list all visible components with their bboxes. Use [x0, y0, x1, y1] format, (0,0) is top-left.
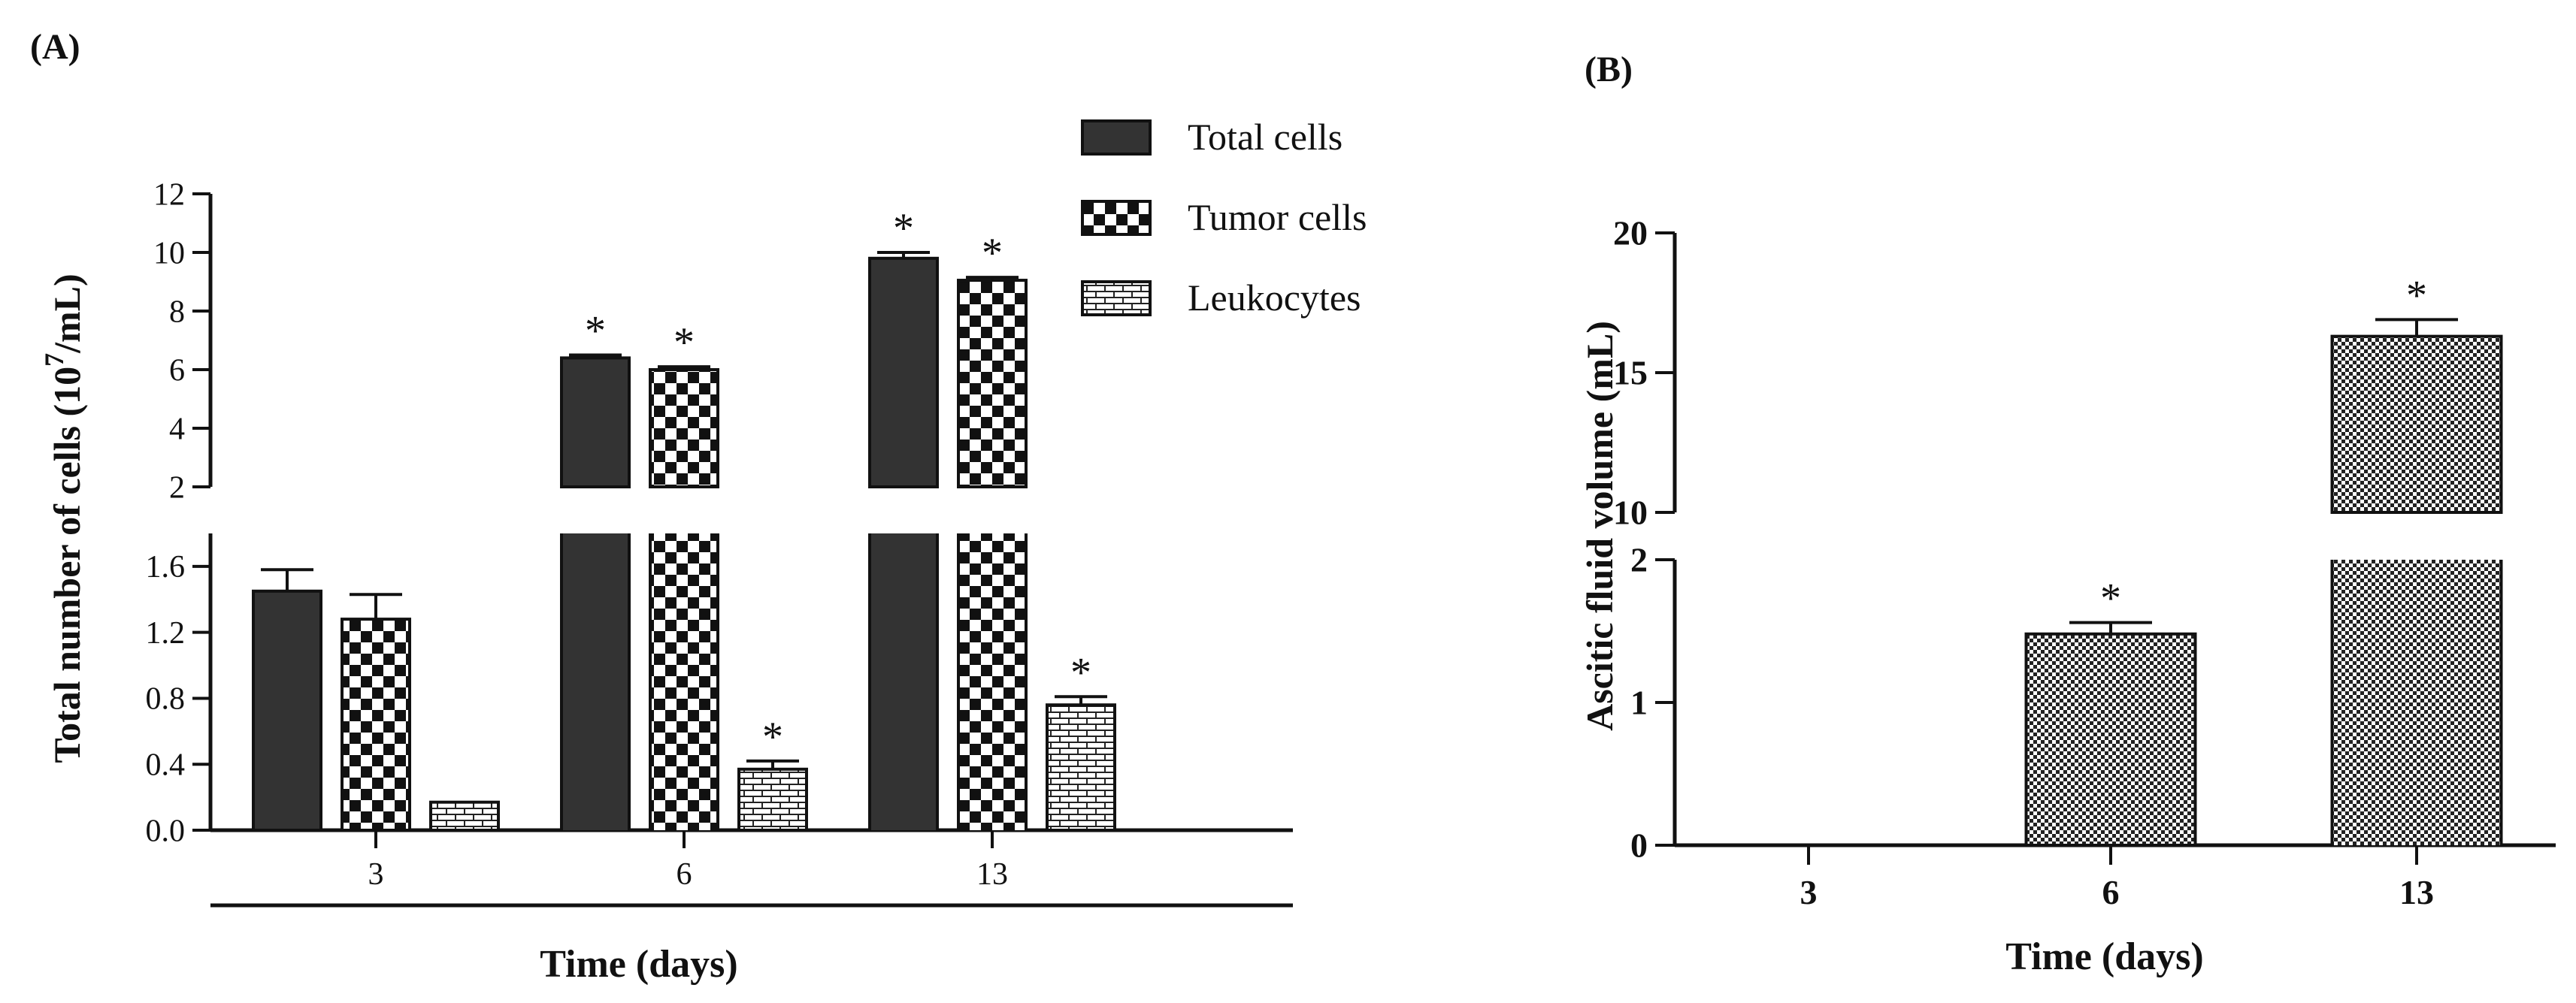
panel-b-y-axis-label: Ascitic fluid volume (mL): [1579, 321, 1621, 731]
legend-swatch: [1081, 200, 1152, 236]
bar: [958, 533, 1026, 830]
panel-a-x-tick-label: 6: [677, 857, 692, 892]
panel-b-y-tick-label: 15: [1613, 354, 1648, 392]
bar: [2332, 560, 2502, 845]
panel-a-y-tick-label: 1.6: [146, 550, 186, 585]
panel-a-y-tick-label: 6: [169, 353, 185, 388]
bar-upper: [868, 256, 939, 488]
panel-a-y-axis-label-main: Total number of cells (10: [46, 367, 88, 763]
legend-swatch: [1081, 280, 1152, 316]
significance-marker: *: [585, 308, 606, 355]
panel-b-y-tick-label: 10: [1613, 494, 1648, 532]
bar-upper: [560, 356, 631, 488]
bar: [341, 618, 411, 832]
significance-marker: *: [1070, 649, 1091, 696]
panel-b-x-tick-label: 6: [2102, 873, 2120, 911]
significance-marker: *: [982, 230, 1003, 276]
panel-a-y-tick-label: 4: [169, 412, 185, 446]
legend-entry: Total cells: [1188, 116, 1342, 158]
panel-b-x-tick-label: 3: [1800, 873, 1818, 911]
bar: [429, 800, 500, 832]
panel-a-y-axis-label-unit: /mL): [46, 273, 88, 354]
panel-a-x-axis-label: Time (days): [540, 943, 737, 986]
bar: [562, 533, 629, 830]
panel-b-label: (B): [1585, 50, 1633, 89]
panel-a-y-tick-label: 0.0: [146, 814, 186, 848]
panel-a-y-tick-label: 8: [169, 295, 185, 329]
panel-b: (B) Ascitic fluid volume (mL) 0 1 2 10 15 20 3…: [1579, 50, 2556, 978]
panel-a-legend: Total cells Tumor cells Leukocytes: [1081, 116, 1367, 319]
bar: [2024, 632, 2197, 847]
legend-entry: Tumor cells: [1188, 196, 1367, 238]
panel-b-x-tick-label: 13: [2399, 873, 2434, 911]
panel-a-bars: * * * * * *: [252, 205, 1116, 832]
panel-b-x-axis-label: Time (days): [2005, 935, 2203, 978]
panel-b-y-tick-label: 20: [1613, 214, 1648, 252]
panel-b-y-tick-label: 2: [1630, 541, 1648, 579]
panel-a-y-tick-label: 10: [153, 236, 185, 270]
panel-b-bars: **: [2024, 272, 2503, 847]
panel-a-label: (A): [30, 27, 80, 67]
bar-upper: [649, 368, 719, 488]
bar: [737, 767, 808, 832]
panel-a-y-axis-label: Total number of cells (107/mL): [39, 273, 88, 763]
bar-upper: [957, 279, 1028, 488]
significance-marker: *: [762, 714, 783, 760]
bar-upper: [2330, 334, 2503, 515]
bar: [252, 589, 322, 832]
panel-a-y-tick-label: 0.8: [146, 682, 186, 717]
bar: [1046, 703, 1116, 832]
panel-a-y-tick-label: 0.4: [146, 748, 186, 783]
panel-a-y-tick-label: 12: [153, 177, 185, 212]
panel-b-y-tick-label: 1: [1630, 684, 1648, 722]
significance-marker: *: [2100, 576, 2121, 622]
panel-a-y-tick-label: 1.2: [146, 616, 186, 651]
significance-marker: *: [2406, 272, 2427, 319]
panel-a-y-axis-label-exponent: 7: [39, 353, 69, 367]
panel-a: (A) Total number of cells (107/mL) 0.0 0.…: [30, 27, 1367, 986]
bar: [870, 533, 937, 830]
panel-b-y-tick-label: 0: [1630, 826, 1648, 865]
panel-a-y-tick-label: 2: [169, 470, 185, 505]
significance-marker: *: [674, 319, 695, 366]
significance-marker: *: [893, 205, 914, 252]
panel-a-x-tick-label: 13: [976, 857, 1008, 892]
legend-swatch: [1081, 119, 1152, 156]
bar: [650, 533, 718, 830]
panel-a-x-tick-label: 3: [368, 857, 384, 892]
legend-entry: Leukocytes: [1188, 276, 1361, 319]
